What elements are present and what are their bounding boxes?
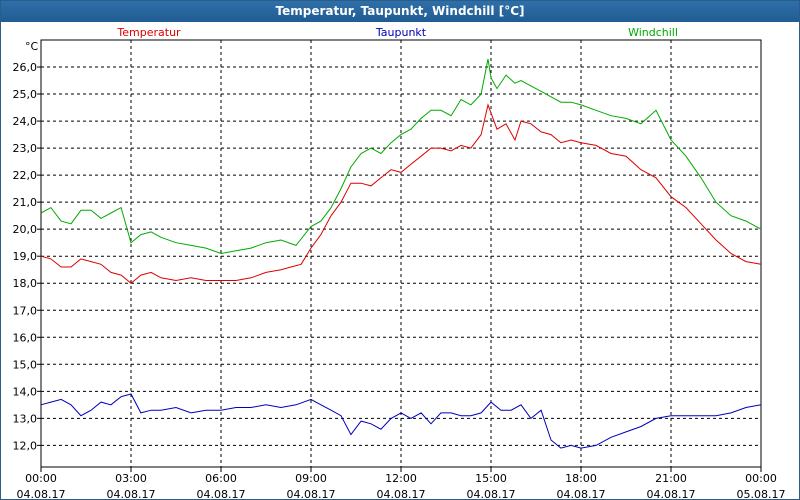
x-tick-label-date: 04.08.17 (647, 488, 696, 499)
series-lines (40, 58, 762, 449)
series-line-taupunkt (40, 393, 762, 449)
x-tick-label-date: 05.08.17 (737, 488, 786, 499)
legend-label-taupunkt: Taupunkt (375, 26, 427, 39)
x-tick-label-time: 03:00 (115, 472, 147, 485)
legend-label-temperatur: Temperatur (116, 26, 181, 39)
x-tick-label-date: 04.08.17 (107, 488, 156, 499)
series-line-temperatur (40, 103, 762, 284)
x-tick-label-date: 04.08.17 (467, 488, 516, 499)
x-axis: 00:00 04.08.17 03:00 04.08.17 06:00 04.08.17 0… (17, 467, 786, 499)
y-tick-label: 26,0 (13, 61, 38, 74)
y-tick-label: 23,0 (13, 142, 38, 155)
legend: Temperatur Taupunkt Windchill (116, 26, 678, 39)
y-tick-label: 25,0 (13, 88, 38, 101)
chart-svg: 12,0 13,0 14,0 15,0 16,0 17,0 18,0 19,0 20,0 21,0… (13, 26, 786, 499)
x-tick-label-date: 04.08.17 (557, 488, 606, 499)
y-tick-label: 22,0 (13, 169, 38, 182)
x-tick-label-date: 04.08.17 (377, 488, 426, 499)
y-tick-label: 12,0 (13, 439, 38, 452)
y-tick-label: 13,0 (13, 412, 38, 425)
y-tick-label: 16,0 (13, 331, 38, 344)
y-axis-unit-label: °C (25, 40, 39, 53)
x-tick-label-time: 06:00 (205, 472, 237, 485)
chart-title: Temperatur, Taupunkt, Windchill [°C] (1, 1, 799, 22)
x-tick-label-time: 00:00 (745, 472, 777, 485)
series-line-windchill (40, 58, 762, 255)
y-tick-label: 20,0 (13, 223, 38, 236)
x-tick-label-time: 09:00 (295, 472, 327, 485)
x-tick-label-date: 04.08.17 (17, 488, 66, 499)
y-tick-label: 17,0 (13, 304, 38, 317)
x-tick-label-time: 12:00 (385, 472, 417, 485)
y-tick-label: 21,0 (13, 196, 38, 209)
y-tick-label: 24,0 (13, 115, 38, 128)
x-tick-label-date: 04.08.17 (197, 488, 246, 499)
legend-label-windchill: Windchill (628, 26, 678, 39)
x-tick-label-time: 15:00 (475, 472, 507, 485)
y-tick-label: 14,0 (13, 385, 38, 398)
y-tick-label: 15,0 (13, 358, 38, 371)
x-tick-label-time: 18:00 (565, 472, 597, 485)
y-axis: 12,0 13,0 14,0 15,0 16,0 17,0 18,0 19,0 20,0 21,0… (13, 61, 41, 452)
x-tick-label-time: 00:00 (25, 472, 57, 485)
x-tick-label-date: 04.08.17 (287, 488, 336, 499)
y-tick-label: 18,0 (13, 277, 38, 290)
y-tick-label: 19,0 (13, 250, 38, 263)
grid-lines (41, 40, 761, 467)
x-tick-label-time: 21:00 (655, 472, 687, 485)
